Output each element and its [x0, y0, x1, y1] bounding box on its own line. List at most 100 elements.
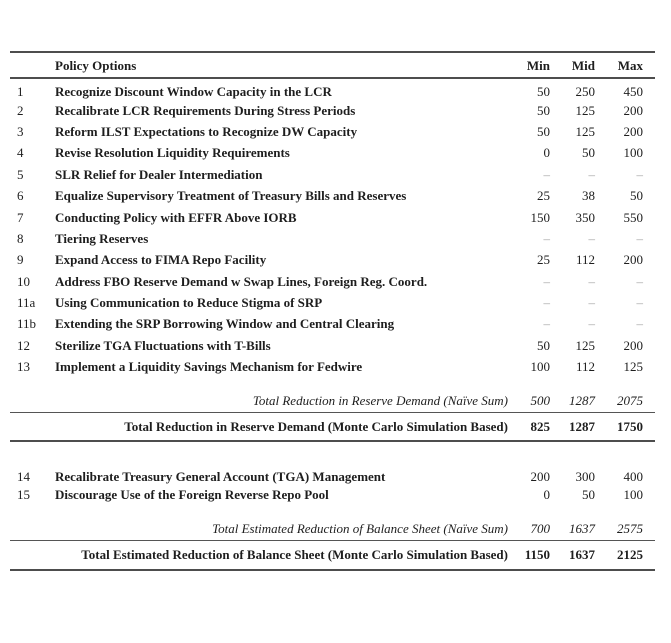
reserve-monte-carlo-row: Total Reduction in Reserve Demand (Monte… [10, 412, 655, 442]
max-value: 125 [623, 359, 644, 375]
table-header: Policy Options Min Mid Max [10, 52, 655, 78]
row-number: 8 [17, 230, 24, 246]
spacer-row [10, 506, 655, 517]
min-value: – [543, 316, 551, 332]
total-label: Total Estimated Reduction of Balance She… [81, 547, 508, 563]
min-value: – [543, 295, 551, 311]
column-header-mid: Mid [571, 58, 595, 73]
balance-sheet-section: 14 Recalibrate Treasury General Account … [10, 441, 655, 505]
mid-value: 350 [575, 209, 596, 225]
min-value: – [543, 273, 551, 289]
max-value: – [636, 295, 644, 311]
min-value: 50 [537, 337, 550, 353]
mid-value: 1637 [569, 520, 595, 536]
min-value: 1150 [524, 547, 550, 563]
mid-value: 1287 [569, 419, 595, 435]
min-value: 150 [530, 209, 551, 225]
max-value: 450 [623, 84, 644, 100]
column-header-max: Max [617, 58, 643, 73]
policy-label: Extending the SRP Borrowing Window and C… [55, 316, 395, 332]
policy-row: 9 Expand Access to FIMA Repo Facility 25… [10, 249, 655, 270]
mid-value: 38 [582, 188, 595, 204]
policy-label: Reform ILST Expectations to Recognize DW… [55, 123, 358, 139]
policy-label: Recognize Discount Window Capacity in th… [55, 84, 332, 100]
policy-row: 12 Sterilize TGA Fluctuations with T-Bil… [10, 335, 655, 356]
min-value: 200 [530, 468, 551, 484]
policy-label: Address FBO Reserve Demand w Swap Lines,… [55, 273, 428, 289]
policy-label: Expand Access to FIMA Repo Facility [55, 252, 267, 268]
mid-value: 250 [575, 84, 596, 100]
max-value: 2575 [617, 520, 643, 536]
row-number: 11a [17, 295, 36, 311]
policy-row: 8 Tiering Reserves – – – [10, 228, 655, 249]
row-number: 5 [17, 166, 24, 182]
column-header-number [10, 52, 55, 78]
min-value: 825 [530, 419, 551, 435]
max-value: 550 [623, 209, 644, 225]
balance-monte-carlo-row: Total Estimated Reduction of Balance She… [10, 541, 655, 570]
min-value: – [543, 230, 551, 246]
mid-value: – [588, 295, 596, 311]
reserve-demand-totals: Total Reduction in Reserve Demand (Naïve… [10, 377, 655, 442]
mid-value: 125 [575, 102, 596, 118]
max-value: 200 [623, 252, 644, 268]
max-value: 400 [623, 468, 644, 484]
policy-label: Using Communication to Reduce Stigma of … [55, 295, 323, 311]
policy-row: 7 Conducting Policy with EFFR Above IORB… [10, 206, 655, 227]
min-value: 700 [530, 520, 551, 536]
reserve-naive-sum-row: Total Reduction in Reserve Demand (Naïve… [10, 388, 655, 413]
row-number: 12 [17, 337, 30, 353]
max-value: 100 [623, 487, 644, 503]
header-row: Policy Options Min Mid Max [10, 52, 655, 78]
mid-value: 112 [575, 252, 595, 268]
mid-value: – [588, 230, 596, 246]
policy-label: Recalibrate LCR Requirements During Stre… [55, 102, 356, 118]
max-value: 100 [623, 145, 644, 161]
row-number: 4 [17, 145, 24, 161]
row-number: 9 [17, 252, 24, 268]
policy-row: 14 Recalibrate Treasury General Account … [10, 463, 655, 484]
total-label: Total Reduction in Reserve Demand (Monte… [124, 419, 508, 435]
balance-sheet-totals: Total Estimated Reduction of Balance She… [10, 506, 655, 570]
max-value: – [636, 316, 644, 332]
max-value: 2075 [617, 392, 643, 408]
policy-row: 11a Using Communication to Reduce Stigma… [10, 292, 655, 313]
min-value: – [543, 166, 551, 182]
policy-label: SLR Relief for Dealer Intermediation [55, 166, 263, 182]
policy-row: 5 SLR Relief for Dealer Intermediation –… [10, 164, 655, 185]
mid-value: 300 [575, 468, 596, 484]
policy-label: Conducting Policy with EFFR Above IORB [55, 209, 297, 225]
min-value: 50 [537, 84, 550, 100]
mid-value: 1287 [569, 392, 595, 408]
policy-row: 1 Recognize Discount Window Capacity in … [10, 78, 655, 99]
row-number: 7 [17, 209, 24, 225]
policy-row: 15 Discourage Use of the Foreign Reverse… [10, 484, 655, 505]
policy-label: Sterilize TGA Fluctuations with T-Bills [55, 337, 271, 353]
balance-naive-sum-row: Total Estimated Reduction of Balance She… [10, 517, 655, 541]
min-value: 100 [530, 359, 551, 375]
max-value: – [636, 273, 644, 289]
row-number: 2 [17, 102, 24, 118]
min-value: 25 [537, 188, 550, 204]
mid-value: 50 [582, 145, 595, 161]
mid-value: 1637 [569, 547, 595, 563]
reserve-demand-section: 1 Recognize Discount Window Capacity in … [10, 78, 655, 377]
policy-label: Implement a Liquidity Savings Mechanism … [55, 359, 363, 375]
policy-label: Tiering Reserves [55, 230, 149, 246]
policy-row: 3 Reform ILST Expectations to Recognize … [10, 121, 655, 142]
min-value: 0 [543, 487, 551, 503]
policy-row: 11b Extending the SRP Borrowing Window a… [10, 313, 655, 334]
mid-value: 50 [582, 487, 595, 503]
row-number: 13 [17, 359, 30, 375]
max-value: 200 [623, 337, 644, 353]
max-value: 2125 [617, 547, 643, 563]
policy-options-table: Policy Options Min Mid Max 1 Recognize D… [10, 51, 655, 571]
max-value: 200 [623, 102, 644, 118]
max-value: – [636, 230, 644, 246]
mid-value: 112 [575, 359, 595, 375]
policy-row: 13 Implement a Liquidity Savings Mechani… [10, 356, 655, 377]
paper-page: { "header": { "policy": "Policy Options"… [0, 51, 671, 643]
max-value: 50 [630, 188, 643, 204]
mid-value: 125 [575, 337, 596, 353]
max-value: 1750 [617, 419, 643, 435]
